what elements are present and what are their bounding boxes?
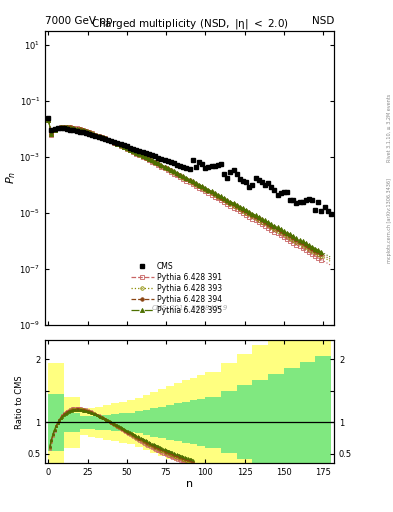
Pythia 6.428 391: [181, 176, 186, 182]
Line: Pythia 6.428 393: Pythia 6.428 393: [47, 118, 323, 258]
Pythia 6.428 391: [52, 127, 57, 134]
Text: NSD: NSD: [312, 15, 334, 26]
CMS: [322, 204, 327, 210]
Pythia 6.428 394: [206, 187, 211, 194]
Pythia 6.428 394: [300, 240, 305, 246]
Pythia 6.428 395: [319, 249, 324, 255]
X-axis label: n: n: [186, 479, 193, 488]
Text: mcplots.cern.ch [arXiv:1306.3436]: mcplots.cern.ch [arXiv:1306.3436]: [387, 178, 391, 263]
Pythia 6.428 393: [121, 144, 126, 150]
CMS: [112, 139, 117, 145]
Line: CMS: CMS: [46, 115, 333, 217]
Pythia 6.428 394: [125, 145, 129, 152]
Pythia 6.428 395: [125, 145, 129, 151]
Y-axis label: $P_n$: $P_n$: [4, 172, 18, 184]
Text: 7000 GeV pp: 7000 GeV pp: [45, 15, 113, 26]
Title: Charged multiplicity $(\mathregular{NSD,\ |\eta|\ <\ 2.0})$: Charged multiplicity $(\mathregular{NSD,…: [91, 17, 288, 31]
Pythia 6.428 393: [52, 127, 57, 133]
Pythia 6.428 394: [181, 174, 186, 180]
Text: CMS_2011_S8884919: CMS_2011_S8884919: [151, 304, 228, 311]
Pythia 6.428 391: [121, 144, 126, 151]
CMS: [46, 115, 51, 121]
Pythia 6.428 391: [319, 257, 324, 263]
Pythia 6.428 395: [206, 186, 211, 193]
Pythia 6.428 391: [206, 190, 211, 196]
CMS: [118, 141, 123, 147]
Pythia 6.428 393: [300, 242, 305, 248]
Line: Pythia 6.428 395: Pythia 6.428 395: [46, 118, 323, 254]
Pythia 6.428 395: [52, 127, 57, 133]
Pythia 6.428 393: [319, 253, 324, 259]
Pythia 6.428 394: [121, 144, 126, 150]
Text: Rivet 3.1.10, ≥ 3.2M events: Rivet 3.1.10, ≥ 3.2M events: [387, 94, 391, 162]
Pythia 6.428 395: [46, 117, 51, 123]
Pythia 6.428 394: [52, 127, 57, 133]
Pythia 6.428 391: [300, 245, 305, 251]
Pythia 6.428 395: [300, 239, 305, 245]
Legend: CMS, Pythia 6.428 391, Pythia 6.428 393, Pythia 6.428 394, Pythia 6.428 395: CMS, Pythia 6.428 391, Pythia 6.428 393,…: [128, 259, 225, 318]
Pythia 6.428 393: [181, 175, 186, 181]
Pythia 6.428 395: [181, 174, 186, 180]
Pythia 6.428 395: [121, 144, 126, 150]
CMS: [329, 211, 333, 217]
Y-axis label: Ratio to CMS: Ratio to CMS: [15, 375, 24, 429]
Pythia 6.428 391: [125, 146, 129, 152]
Pythia 6.428 394: [319, 251, 324, 257]
Pythia 6.428 393: [125, 145, 129, 152]
Pythia 6.428 394: [46, 117, 51, 123]
CMS: [285, 189, 289, 196]
Pythia 6.428 393: [206, 188, 211, 195]
CMS: [81, 130, 85, 136]
Line: Pythia 6.428 394: Pythia 6.428 394: [47, 118, 323, 256]
Pythia 6.428 391: [46, 117, 51, 123]
Pythia 6.428 393: [46, 117, 51, 123]
CMS: [319, 208, 324, 215]
Line: Pythia 6.428 391: Pythia 6.428 391: [47, 118, 323, 262]
